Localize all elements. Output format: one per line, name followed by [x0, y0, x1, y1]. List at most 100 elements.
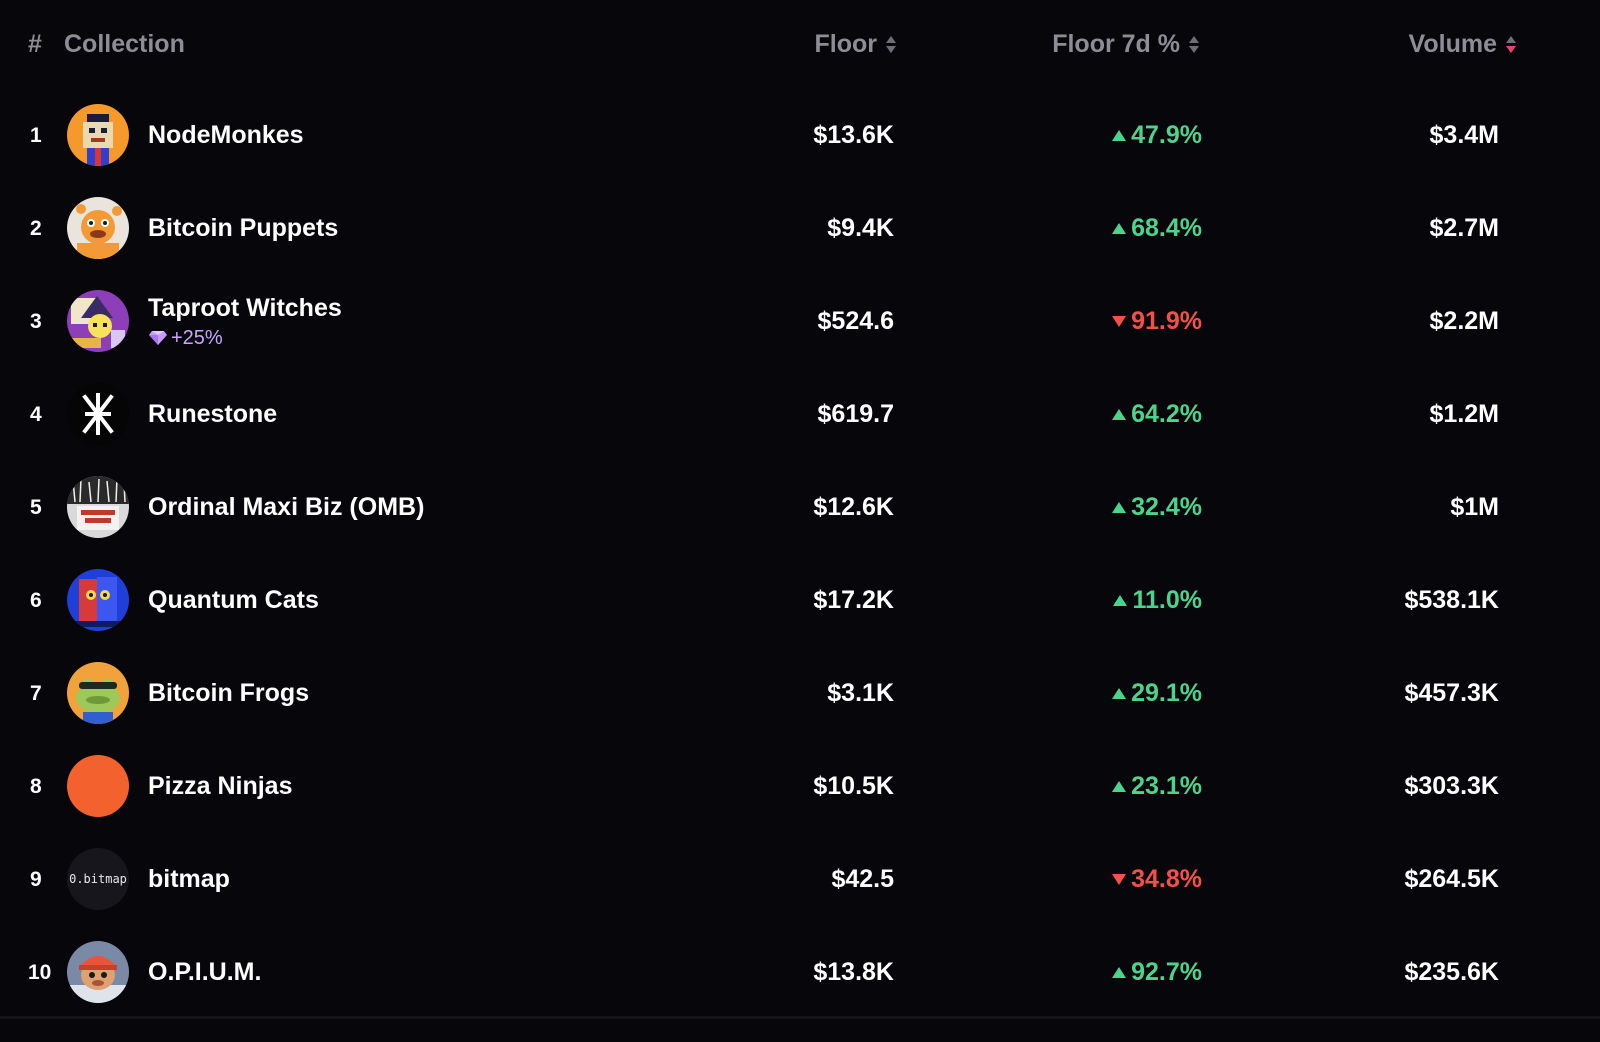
change-value: 11.0% — [1132, 586, 1202, 614]
floor-7d-change: 68.4% — [1112, 182, 1202, 275]
change-value: 64.2% — [1131, 400, 1202, 428]
table-row[interactable]: 10 O.P.I.U.M. $13.8K 92.7% — [0, 926, 1600, 1019]
table-row[interactable]: 3 Taproot Witches — [0, 275, 1600, 368]
row-rank: 3 — [30, 309, 42, 333]
floor-7d-header-label: Floor 7d % — [1052, 30, 1180, 58]
arrow-up-icon — [1112, 688, 1127, 699]
floor-price: $9.4K — [827, 214, 894, 242]
volume-sort-header[interactable]: Volume — [1409, 30, 1516, 59]
floor-price: $42.5 — [831, 865, 894, 893]
collection-cell: Runestone — [148, 368, 277, 461]
table-row[interactable]: 2 Bitcoin Puppets $9.4K — [0, 182, 1600, 275]
arrow-up-icon — [1112, 409, 1127, 420]
floor-7d-change: 91.9% — [1112, 275, 1202, 368]
row-rank: 4 — [30, 402, 42, 426]
floor-header-label: Floor — [814, 30, 878, 58]
diamond-icon — [149, 331, 167, 345]
floor-7d-change: 32.4% — [1112, 461, 1202, 554]
collection-cell: Bitcoin Frogs — [148, 647, 309, 740]
table-row[interactable]: 6 Quantum Cats $17.2K 11.0% — [0, 554, 1600, 647]
arrow-up-icon — [1112, 967, 1127, 978]
table-body: 1 NodeMonkes $13.6K 47.9% — [0, 89, 1600, 1019]
row-rank: 9 — [30, 867, 42, 891]
floor-7d-change: 64.2% — [1112, 368, 1202, 461]
floor-price: $12.6K — [813, 493, 894, 521]
volume-value: $457.3K — [1404, 679, 1499, 707]
collection-cell: Taproot Witches +25% — [148, 275, 342, 368]
arrow-up-icon — [1112, 223, 1127, 234]
bitcoin-frogs-avatar — [67, 662, 129, 724]
floor-price: $10.5K — [813, 772, 894, 800]
arrow-down-icon — [1112, 874, 1127, 885]
floor-7d-change: 47.9% — [1112, 89, 1202, 182]
collection-name[interactable]: Quantum Cats — [148, 586, 319, 614]
change-value: 23.1% — [1131, 772, 1202, 800]
omb-avatar — [67, 476, 129, 538]
floor-price: $619.7 — [817, 400, 894, 428]
volume-header-label: Volume — [1408, 30, 1497, 58]
floor-price: $3.1K — [827, 679, 894, 707]
reward-badge: +25% — [148, 327, 342, 350]
volume-value: $538.1K — [1404, 586, 1499, 614]
table-row[interactable]: 8 Pizza Ninjas $10.5K 23.1% $303.3K — [0, 740, 1600, 833]
collection-cell: Ordinal Maxi Biz (OMB) — [148, 461, 424, 554]
table-row[interactable]: 1 NodeMonkes $13.6K 47.9% — [0, 89, 1600, 182]
rank-header-label: # — [28, 30, 42, 58]
volume-value: $264.5K — [1404, 865, 1499, 893]
table-row[interactable]: 9 0.bitmap bitmap $42.5 34.8% $264.5K — [0, 833, 1600, 926]
collection-header-label: Collection — [64, 30, 185, 58]
arrow-up-icon — [1112, 781, 1127, 792]
taproot-witches-avatar — [67, 290, 129, 352]
change-value: 32.4% — [1131, 493, 1202, 521]
bitcoin-puppets-avatar — [67, 197, 129, 259]
collection-name[interactable]: Ordinal Maxi Biz (OMB) — [148, 493, 425, 521]
change-value: 91.9% — [1131, 307, 1202, 335]
runestone-avatar — [67, 383, 129, 445]
collection-name[interactable]: Runestone — [148, 400, 278, 428]
collection-name[interactable]: bitmap — [148, 865, 230, 893]
volume-value: $1M — [1450, 493, 1499, 521]
table-bottom-divider — [0, 1016, 1600, 1019]
volume-value: $2.7M — [1429, 214, 1499, 242]
row-rank: 5 — [30, 495, 42, 519]
nodemonkes-avatar — [67, 104, 129, 166]
row-rank: 8 — [30, 774, 42, 798]
pizza-ninjas-avatar — [67, 755, 129, 817]
rank-header: # — [28, 30, 42, 59]
row-rank: 6 — [30, 588, 42, 612]
collection-name[interactable]: Taproot Witches — [148, 293, 342, 322]
row-rank: 2 — [30, 216, 42, 240]
volume-value: $2.2M — [1429, 307, 1499, 335]
change-value: 34.8% — [1131, 865, 1202, 893]
bitmap-avatar: 0.bitmap — [67, 848, 129, 910]
collection-name[interactable]: Bitcoin Frogs — [148, 679, 310, 707]
floor-7d-change: 92.7% — [1112, 926, 1202, 1019]
change-value: 47.9% — [1131, 121, 1202, 149]
collection-cell: O.P.I.U.M. — [148, 926, 261, 1019]
floor-price: $13.8K — [813, 958, 894, 986]
table-row[interactable]: 7 Bitcoin Frogs $3.1K 29.1% — [0, 647, 1600, 740]
opium-avatar — [67, 941, 129, 1003]
reward-badge-value: +25% — [171, 326, 223, 349]
collection-cell: Pizza Ninjas — [148, 740, 293, 833]
table-row[interactable]: 4 Runestone $619.7 64.2% — [0, 368, 1600, 461]
arrow-down-icon — [1112, 316, 1127, 327]
collection-header: Collection — [64, 30, 185, 59]
change-value: 29.1% — [1131, 679, 1202, 707]
collection-name[interactable]: O.P.I.U.M. — [148, 958, 262, 986]
collection-name[interactable]: Bitcoin Puppets — [148, 214, 339, 242]
volume-value: $235.6K — [1404, 958, 1499, 986]
floor-price: $13.6K — [813, 121, 894, 149]
floor-sort-header[interactable]: Floor — [814, 30, 896, 59]
row-rank: 7 — [30, 681, 42, 705]
collection-cell: Quantum Cats — [148, 554, 319, 647]
table-row[interactable]: 5 — [0, 461, 1600, 554]
change-value: 68.4% — [1131, 214, 1202, 242]
collection-name[interactable]: Pizza Ninjas — [148, 772, 293, 800]
floor-price: $524.6 — [817, 307, 894, 335]
quantum-cats-avatar — [67, 569, 129, 631]
floor-7d-sort-header[interactable]: Floor 7d % — [1052, 30, 1199, 59]
floor-7d-change: 34.8% — [1112, 833, 1202, 926]
collection-name[interactable]: NodeMonkes — [148, 121, 304, 149]
